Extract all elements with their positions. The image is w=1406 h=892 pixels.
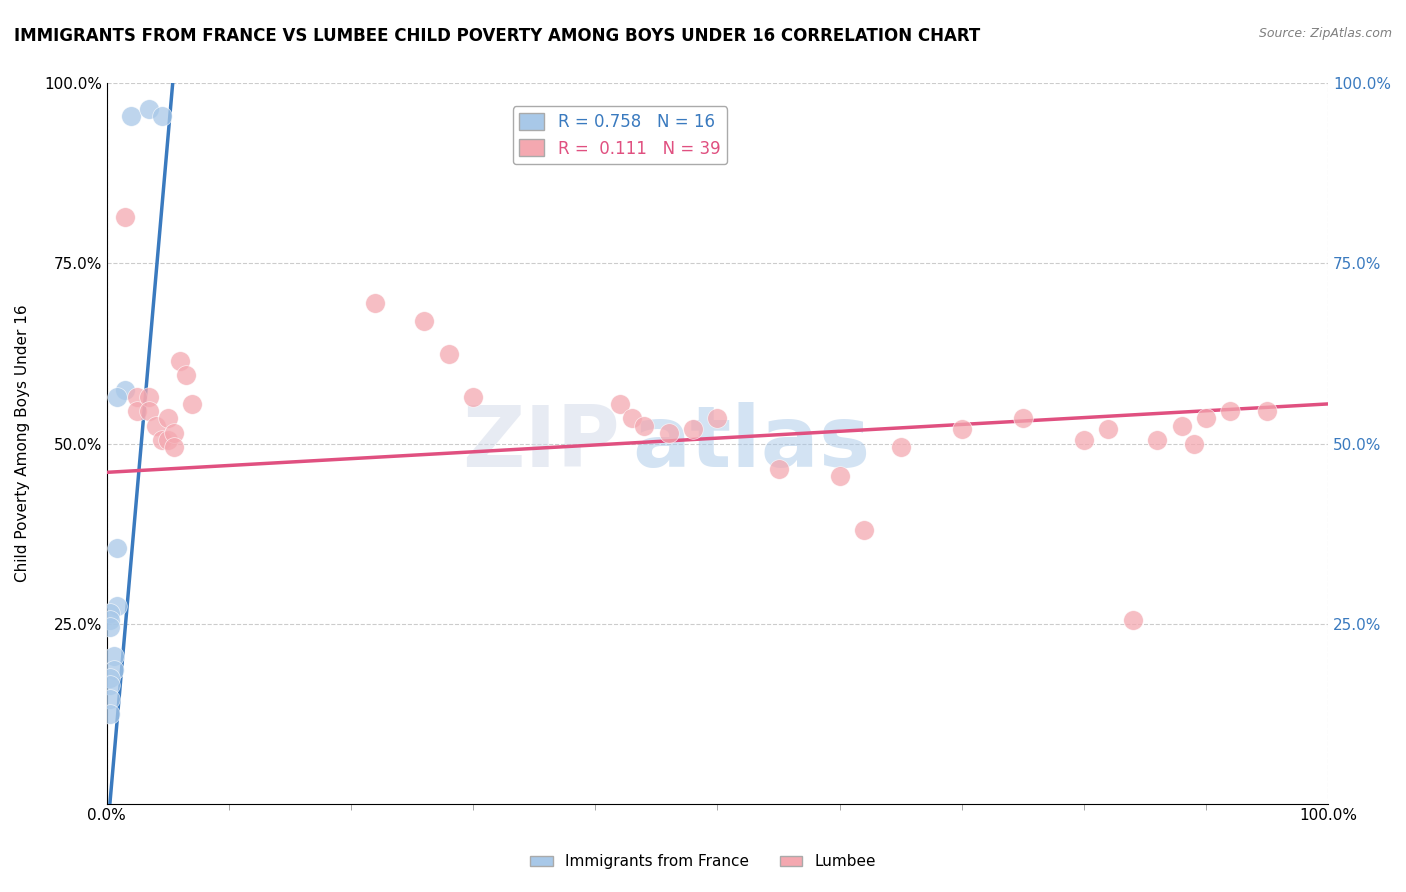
Point	[138, 404, 160, 418]
Point	[138, 102, 160, 116]
Point	[1073, 433, 1095, 447]
Point	[169, 353, 191, 368]
Point	[1122, 613, 1144, 627]
Point	[364, 296, 387, 310]
Point	[620, 411, 643, 425]
Point	[658, 425, 681, 440]
Text: ZIP: ZIP	[463, 402, 620, 485]
Point	[100, 706, 122, 721]
Point	[105, 599, 128, 613]
Point	[114, 210, 136, 224]
Point	[1170, 418, 1192, 433]
Point	[633, 418, 655, 433]
Text: Source: ZipAtlas.com: Source: ZipAtlas.com	[1258, 27, 1392, 40]
Y-axis label: Child Poverty Among Boys Under 16: Child Poverty Among Boys Under 16	[15, 305, 30, 582]
Point	[150, 433, 173, 447]
Point	[682, 422, 704, 436]
Point	[127, 390, 149, 404]
Point	[413, 314, 436, 328]
Point	[100, 620, 122, 634]
Point	[1256, 404, 1278, 418]
Point	[127, 404, 149, 418]
Legend: R = 0.758   N = 16, R =  0.111   N = 39: R = 0.758 N = 16, R = 0.111 N = 39	[513, 106, 727, 164]
Point	[853, 523, 876, 537]
Point	[463, 390, 485, 404]
Point	[103, 664, 125, 678]
Point	[120, 109, 142, 123]
Point	[890, 440, 912, 454]
Text: IMMIGRANTS FROM FRANCE VS LUMBEE CHILD POVERTY AMONG BOYS UNDER 16 CORRELATION C: IMMIGRANTS FROM FRANCE VS LUMBEE CHILD P…	[14, 27, 980, 45]
Point	[174, 368, 197, 383]
Point	[103, 648, 125, 663]
Text: atlas: atlas	[631, 402, 870, 485]
Point	[105, 541, 128, 555]
Point	[100, 671, 122, 685]
Point	[1011, 411, 1033, 425]
Point	[768, 461, 790, 475]
Point	[1182, 436, 1205, 450]
Point	[609, 397, 631, 411]
Point	[1219, 404, 1241, 418]
Point	[1195, 411, 1218, 425]
Point	[150, 109, 173, 123]
Point	[138, 390, 160, 404]
Legend: Immigrants from France, Lumbee: Immigrants from France, Lumbee	[523, 848, 883, 875]
Point	[156, 411, 179, 425]
Point	[145, 418, 167, 433]
Point	[100, 692, 122, 706]
Point	[105, 390, 128, 404]
Point	[1146, 433, 1168, 447]
Point	[950, 422, 973, 436]
Point	[100, 606, 122, 620]
Point	[181, 397, 204, 411]
Point	[163, 440, 186, 454]
Point	[156, 433, 179, 447]
Point	[706, 411, 728, 425]
Point	[100, 613, 122, 627]
Point	[1097, 422, 1119, 436]
Point	[437, 346, 460, 360]
Point	[100, 678, 122, 692]
Point	[114, 383, 136, 397]
Point	[828, 469, 851, 483]
Point	[163, 425, 186, 440]
